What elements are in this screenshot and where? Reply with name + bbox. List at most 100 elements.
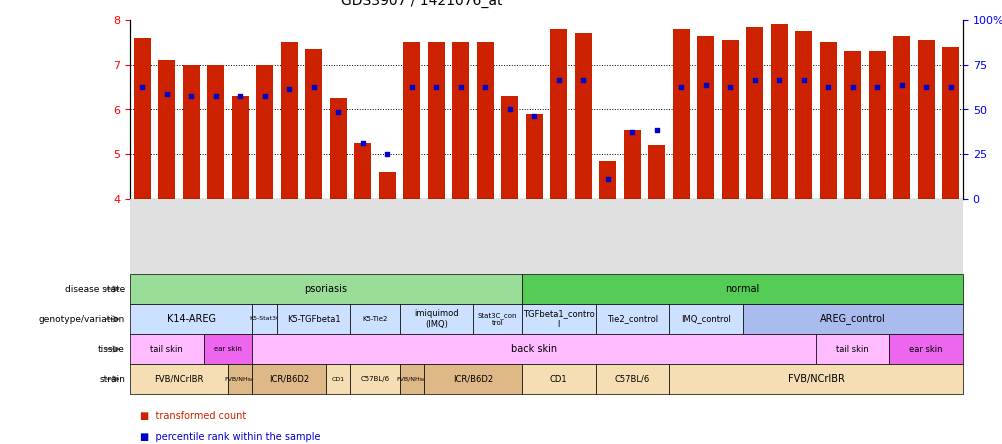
- Text: tail skin: tail skin: [836, 345, 869, 353]
- Bar: [819, 42, 836, 199]
- Point: [697, 81, 713, 88]
- Point: [795, 77, 811, 84]
- Bar: [379, 172, 396, 199]
- Text: CD1: CD1: [549, 374, 567, 384]
- Text: C57BL/6: C57BL/6: [360, 376, 389, 382]
- Bar: [354, 143, 371, 199]
- Point: [158, 90, 174, 97]
- Bar: [844, 52, 861, 199]
- Text: genotype/variation: genotype/variation: [39, 314, 125, 324]
- Point: [745, 77, 762, 84]
- Text: AREG_control: AREG_control: [819, 313, 885, 325]
- Bar: [256, 65, 274, 199]
- Bar: [672, 29, 689, 199]
- Point: [452, 83, 468, 91]
- Point: [183, 92, 199, 99]
- Point: [575, 77, 591, 84]
- Point: [648, 126, 664, 133]
- Point: [721, 83, 737, 91]
- Point: [599, 175, 615, 182]
- Point: [355, 139, 371, 147]
- Bar: [281, 42, 298, 199]
- Point: [501, 106, 517, 113]
- Text: ear skin: ear skin: [909, 345, 942, 353]
- Point: [844, 83, 860, 91]
- Text: FVB/NCrIBR: FVB/NCrIBR: [787, 374, 844, 384]
- Point: [869, 83, 885, 91]
- Bar: [721, 40, 738, 199]
- Point: [550, 77, 566, 84]
- Text: FVB/NHsd: FVB/NHsd: [396, 377, 427, 381]
- Point: [477, 83, 493, 91]
- Point: [379, 151, 395, 158]
- Text: ear skin: ear skin: [213, 346, 241, 352]
- Bar: [133, 38, 150, 199]
- Bar: [305, 49, 322, 199]
- Point: [526, 113, 542, 120]
- Bar: [647, 145, 664, 199]
- Point: [623, 128, 639, 135]
- Bar: [574, 33, 591, 199]
- Text: ICR/B6D2: ICR/B6D2: [269, 374, 309, 384]
- Text: C57BL/6: C57BL/6: [614, 374, 649, 384]
- Text: FVB/NCrIBR: FVB/NCrIBR: [154, 374, 203, 384]
- Bar: [476, 42, 493, 199]
- Bar: [330, 98, 347, 199]
- Text: tail skin: tail skin: [150, 345, 183, 353]
- Text: IMQ_control: IMQ_control: [680, 314, 730, 324]
- Text: ■  percentile rank within the sample: ■ percentile rank within the sample: [140, 432, 321, 441]
- Point: [820, 83, 836, 91]
- Bar: [158, 60, 175, 199]
- Bar: [941, 47, 958, 199]
- Bar: [770, 24, 787, 199]
- Bar: [427, 42, 444, 199]
- Bar: [893, 36, 910, 199]
- Bar: [207, 65, 224, 199]
- Point: [281, 86, 297, 93]
- Bar: [623, 130, 640, 199]
- Bar: [182, 65, 199, 199]
- Bar: [696, 36, 713, 199]
- Text: K5-Tie2: K5-Tie2: [362, 316, 388, 322]
- Text: ■  transformed count: ■ transformed count: [140, 411, 246, 420]
- Text: Tie2_control: Tie2_control: [606, 314, 657, 324]
- Bar: [917, 40, 934, 199]
- Point: [942, 83, 958, 91]
- Point: [330, 108, 346, 115]
- Text: K5-Stat3C: K5-Stat3C: [248, 317, 281, 321]
- Point: [771, 77, 787, 84]
- Point: [257, 92, 273, 99]
- Bar: [403, 42, 420, 199]
- Bar: [231, 96, 248, 199]
- Bar: [598, 161, 615, 199]
- Text: Stat3C_con
trol: Stat3C_con trol: [477, 312, 517, 326]
- Text: GDS3907 / 1421076_at: GDS3907 / 1421076_at: [341, 0, 502, 8]
- Text: imiquimod
(IMQ): imiquimod (IMQ): [414, 309, 458, 329]
- Point: [232, 92, 248, 99]
- Text: tissue: tissue: [98, 345, 125, 353]
- Bar: [452, 42, 469, 199]
- Point: [428, 83, 444, 91]
- Point: [917, 83, 933, 91]
- Text: normal: normal: [724, 284, 759, 294]
- Bar: [745, 27, 763, 199]
- Text: strain: strain: [99, 374, 125, 384]
- Text: FVB/NHsd: FVB/NHsd: [224, 377, 256, 381]
- Bar: [525, 114, 542, 199]
- Text: K14-AREG: K14-AREG: [166, 314, 215, 324]
- Text: TGFbeta1_contro
l: TGFbeta1_contro l: [522, 309, 594, 329]
- Text: K5-TGFbeta1: K5-TGFbeta1: [287, 314, 341, 324]
- Text: disease state: disease state: [65, 285, 125, 293]
- Text: ICR/B6D2: ICR/B6D2: [453, 374, 493, 384]
- Point: [672, 83, 688, 91]
- Text: back skin: back skin: [511, 344, 557, 354]
- Bar: [501, 96, 518, 199]
- Point: [893, 81, 909, 88]
- Bar: [868, 52, 885, 199]
- Point: [306, 83, 322, 91]
- Bar: [795, 31, 812, 199]
- Point: [134, 83, 150, 91]
- Point: [207, 92, 223, 99]
- Bar: [550, 29, 567, 199]
- Text: psoriasis: psoriasis: [305, 284, 347, 294]
